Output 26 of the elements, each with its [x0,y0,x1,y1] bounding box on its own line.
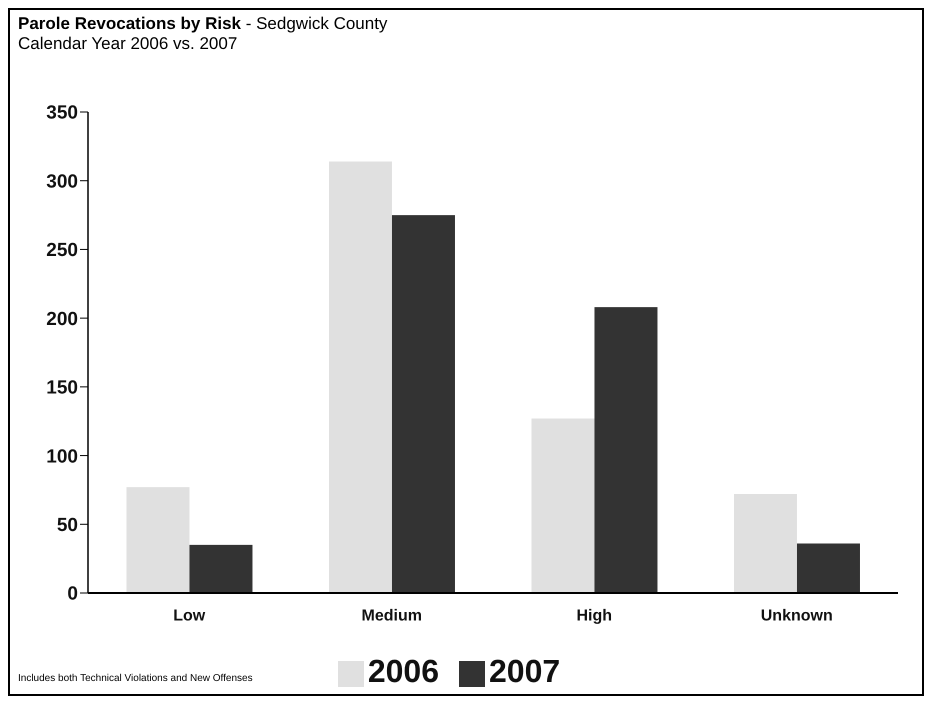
x-tick-label: Medium [362,607,422,624]
y-tick-label: 350 [46,102,78,124]
legend-label: 2007 [489,653,560,689]
y-tick-label: 200 [46,308,78,330]
bar [734,494,797,593]
y-tick-label: 300 [46,171,78,192]
y-tick-label: 100 [46,446,78,468]
bar [189,544,252,593]
chart-title: Parole Revocations by Risk [18,14,241,33]
chart-subtitle: Calendar Year 2006 vs. 2007 [18,34,238,54]
text: - Sedgwick County [244,14,388,33]
x-tick-label: Unknown [760,607,833,624]
bar [328,161,392,593]
x-tick-label: Low [173,607,206,624]
bar [594,307,658,593]
x-tick-label: High [576,607,612,624]
bar [531,418,594,593]
y-tick-label: 0 [67,584,78,605]
bar [126,487,190,593]
y-tick-label: 250 [46,240,78,262]
y-tick-label: 150 [46,378,78,399]
y-tick-label: 50 [56,515,78,536]
bar [796,544,860,593]
text: Includes both Technical Violations and New Offenses [18,673,253,684]
legend-label: 2006 [368,653,439,689]
bar [392,215,455,593]
